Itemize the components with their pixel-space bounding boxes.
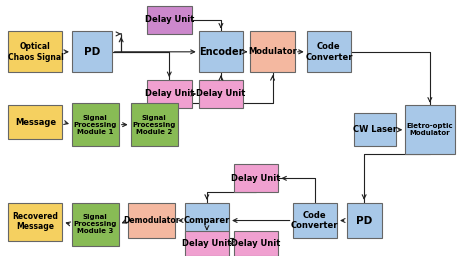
FancyBboxPatch shape <box>405 105 455 154</box>
Text: Recovered
Message: Recovered Message <box>12 212 58 232</box>
Text: Code
Converter: Code Converter <box>305 42 353 61</box>
Text: Signal
Processing
Module 2: Signal Processing Module 2 <box>132 115 176 135</box>
Text: Delay Unit: Delay Unit <box>182 239 231 248</box>
FancyBboxPatch shape <box>9 203 63 241</box>
Text: Optical
Chaos Signal: Optical Chaos Signal <box>8 42 64 61</box>
Text: Demodulator: Demodulator <box>123 216 180 225</box>
Text: PD: PD <box>84 47 100 57</box>
FancyBboxPatch shape <box>234 231 278 256</box>
FancyBboxPatch shape <box>292 203 337 238</box>
FancyBboxPatch shape <box>72 203 119 246</box>
Text: Comparer: Comparer <box>183 216 230 225</box>
FancyBboxPatch shape <box>147 6 191 34</box>
Text: Message: Message <box>15 118 56 127</box>
FancyBboxPatch shape <box>130 103 177 146</box>
FancyBboxPatch shape <box>250 31 295 72</box>
Text: Code
Converter: Code Converter <box>291 211 338 230</box>
Text: Delay Unit: Delay Unit <box>145 89 194 98</box>
FancyBboxPatch shape <box>184 203 229 238</box>
Text: Encoder: Encoder <box>199 47 243 57</box>
FancyBboxPatch shape <box>9 105 63 139</box>
FancyBboxPatch shape <box>346 203 382 238</box>
FancyBboxPatch shape <box>354 113 396 146</box>
Text: Signal
Processing
Module 1: Signal Processing Module 1 <box>73 115 117 135</box>
FancyBboxPatch shape <box>199 31 243 72</box>
FancyBboxPatch shape <box>184 231 229 256</box>
Text: Delay Unit: Delay Unit <box>231 174 281 183</box>
Text: Delay Unit: Delay Unit <box>196 89 246 98</box>
FancyBboxPatch shape <box>307 31 351 72</box>
Text: Modulator: Modulator <box>248 47 297 56</box>
FancyBboxPatch shape <box>234 164 278 192</box>
Text: Delay Unit: Delay Unit <box>145 15 194 24</box>
Text: Signal
Processing
Module 3: Signal Processing Module 3 <box>73 214 117 234</box>
FancyBboxPatch shape <box>72 103 119 146</box>
FancyBboxPatch shape <box>128 203 175 238</box>
Text: CW Laser: CW Laser <box>353 125 397 134</box>
FancyBboxPatch shape <box>9 31 63 72</box>
Text: PD: PD <box>356 216 372 226</box>
Text: Delay Unit: Delay Unit <box>231 239 281 248</box>
Text: Eletro-optic
Modulator: Eletro-optic Modulator <box>407 123 453 136</box>
FancyBboxPatch shape <box>199 80 243 108</box>
FancyBboxPatch shape <box>147 80 191 108</box>
FancyBboxPatch shape <box>72 31 112 72</box>
